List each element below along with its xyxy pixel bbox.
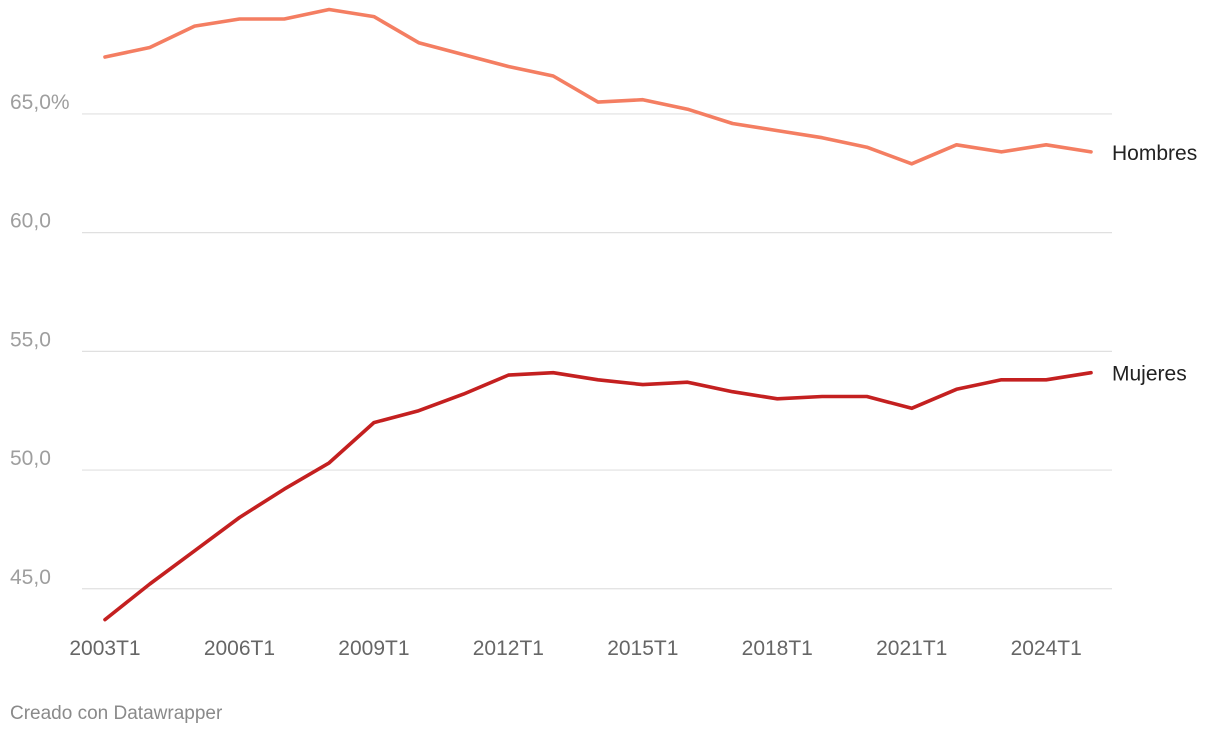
line-chart: 45,0 50,0 55,0 60,0 65,0% 2003T1 2006T1 2009T1… bbox=[10, 7, 1197, 660]
y-tick-label: 45,0 bbox=[10, 566, 51, 589]
footer-credit: Creado con Datawrapper bbox=[10, 703, 223, 724]
series-lines bbox=[103, 7, 1093, 622]
series-label-mujeres: Mujeres bbox=[1112, 363, 1187, 386]
x-tick-label: 2006T1 bbox=[204, 637, 275, 660]
series-labels: Hombres Mujeres bbox=[1112, 142, 1197, 386]
y-axis-tick-labels: 45,0 50,0 55,0 60,0 65,0% bbox=[10, 91, 70, 589]
x-tick-label: 2018T1 bbox=[742, 637, 813, 660]
x-tick-label: 2012T1 bbox=[473, 637, 544, 660]
gridlines bbox=[82, 113, 1112, 590]
x-tick-label: 2024T1 bbox=[1011, 637, 1082, 660]
x-axis-tick-labels: 2003T1 2006T1 2009T1 2012T1 2015T1 2018T1 2021… bbox=[69, 637, 1081, 660]
x-tick-label: 2009T1 bbox=[338, 637, 409, 660]
x-tick-label: 2015T1 bbox=[607, 637, 678, 660]
series-line-mujeres bbox=[103, 370, 1093, 622]
x-tick-label: 2003T1 bbox=[69, 637, 140, 660]
y-tick-label: 60,0 bbox=[10, 210, 51, 233]
x-tick-label: 2021T1 bbox=[876, 637, 947, 660]
series-line-hombres bbox=[103, 7, 1093, 166]
y-tick-label: 50,0 bbox=[10, 447, 51, 470]
y-tick-label: 55,0 bbox=[10, 328, 51, 351]
series-label-hombres: Hombres bbox=[1112, 142, 1197, 165]
y-tick-label: 65,0% bbox=[10, 91, 70, 114]
